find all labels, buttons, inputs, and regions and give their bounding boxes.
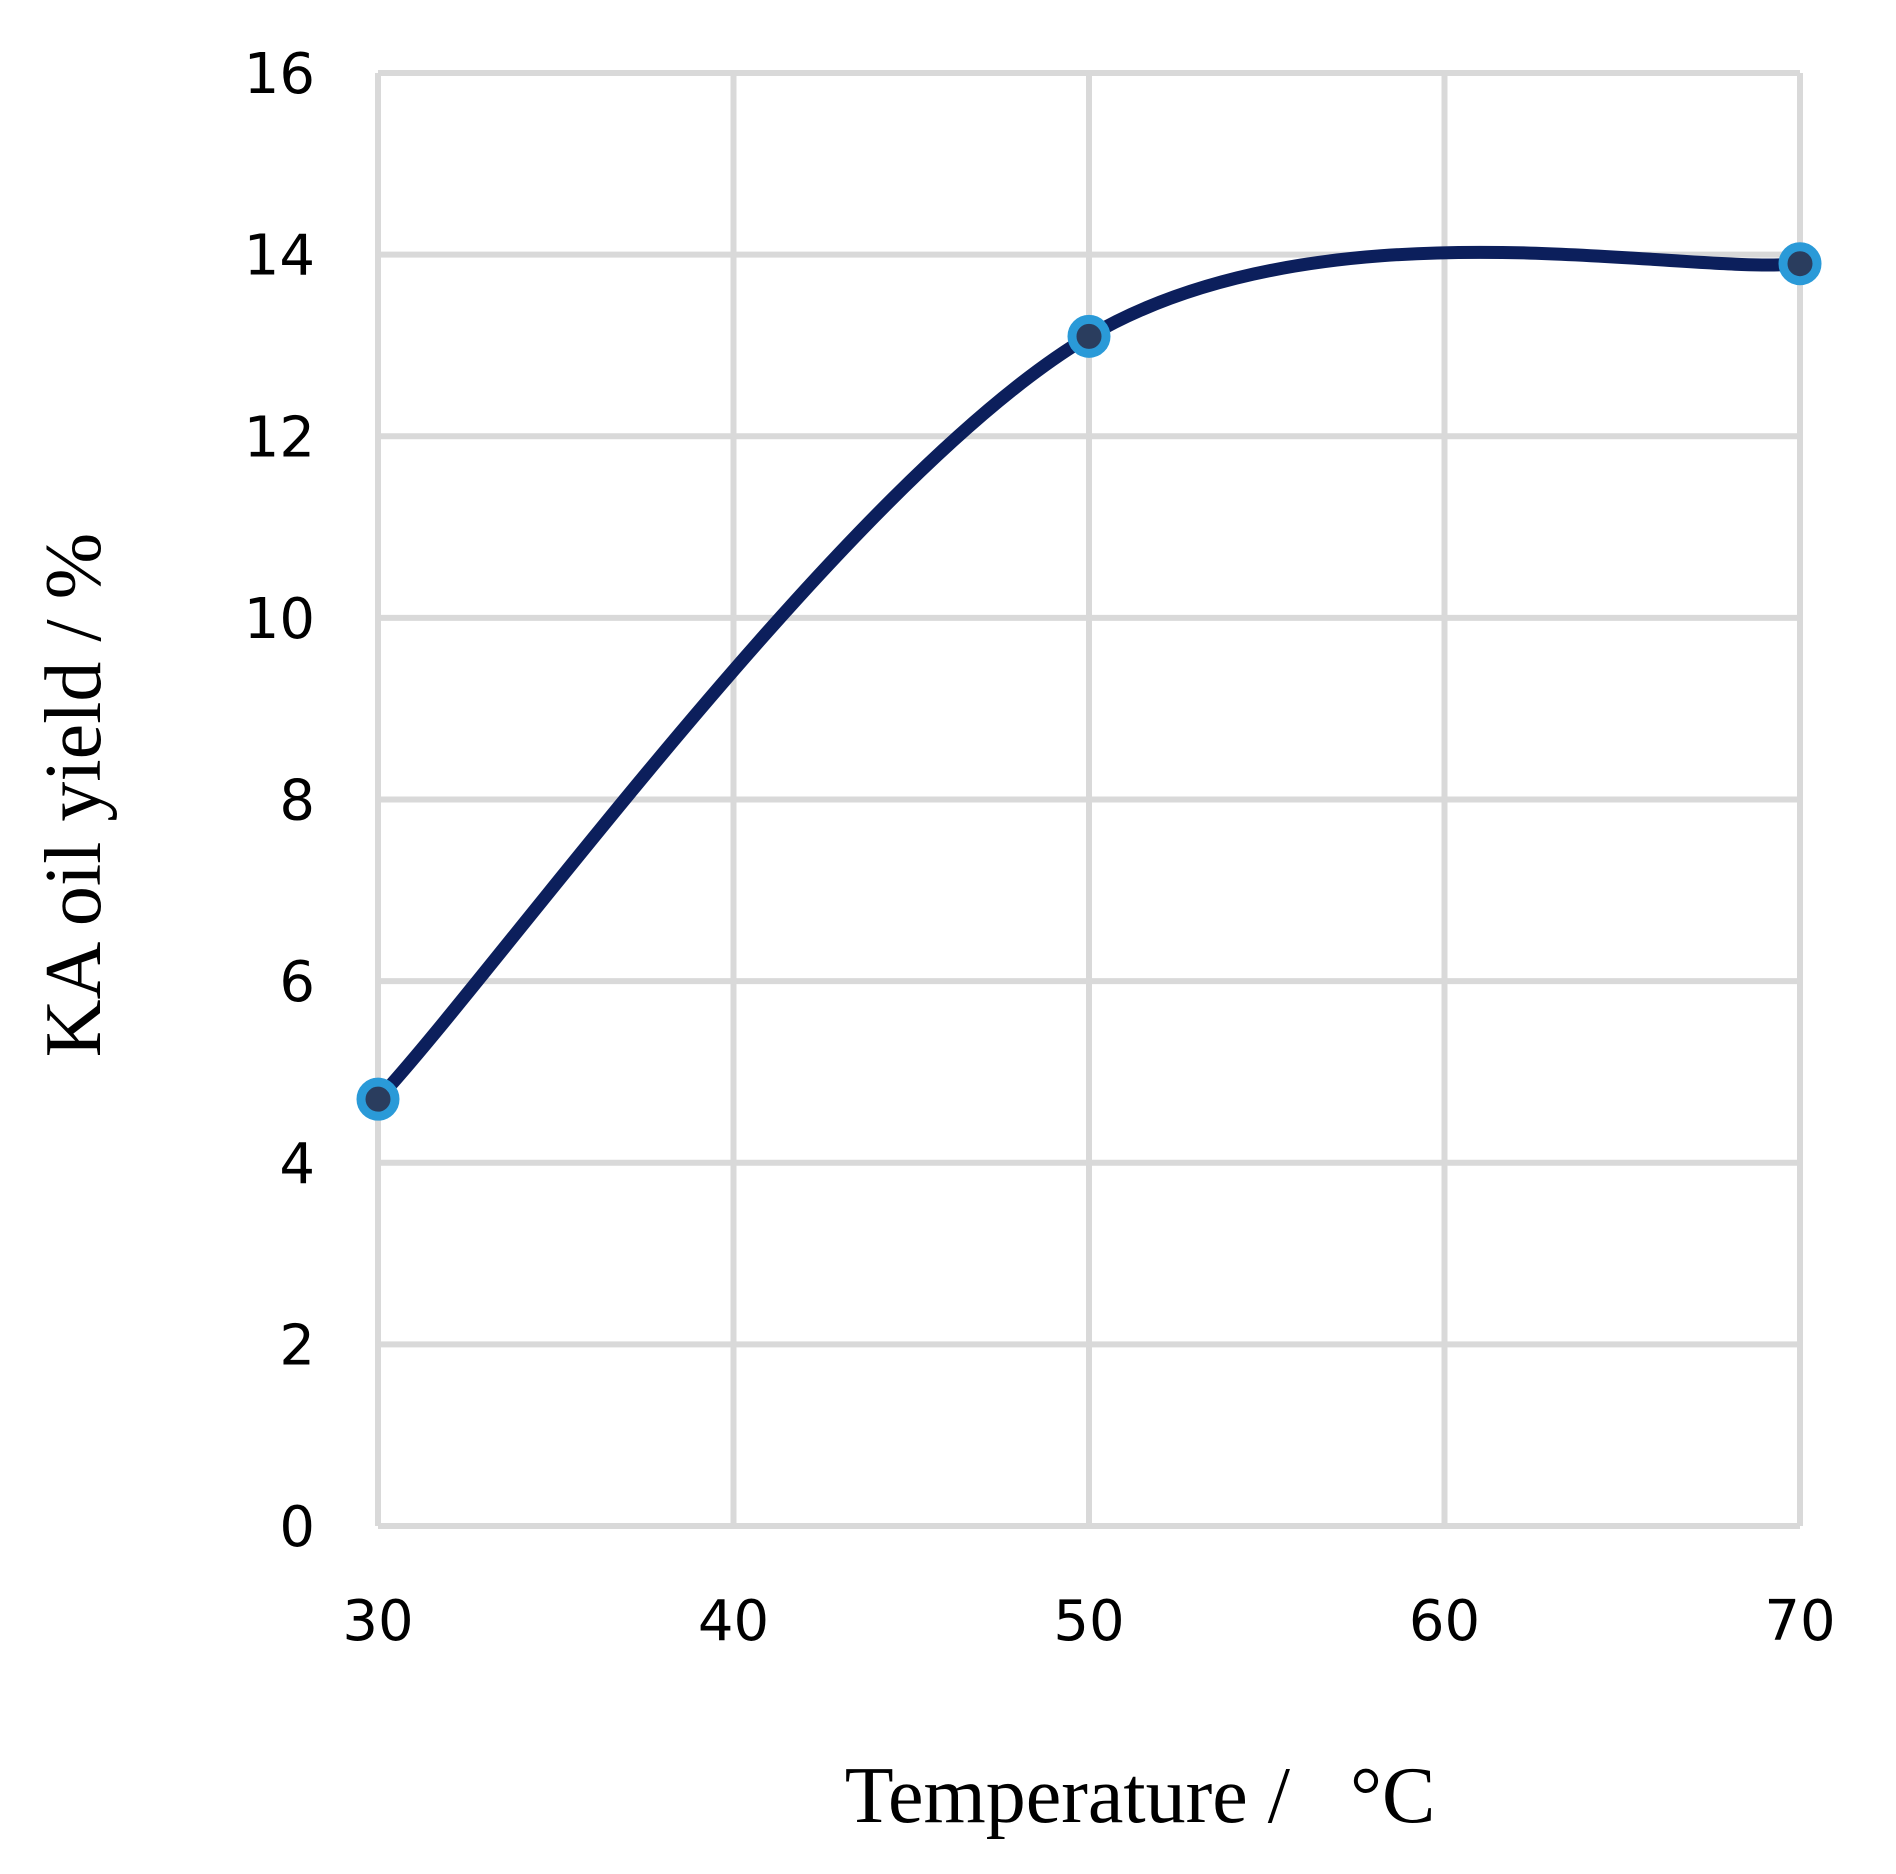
- y-axis-ticks: 0 2 4 6 8 10 12 14 16: [244, 42, 315, 1560]
- x-tick-label: 40: [698, 1589, 769, 1654]
- x-tick-label: 50: [1053, 1589, 1124, 1654]
- series-line: [371, 245, 1807, 1106]
- x-tick-label: 30: [342, 1589, 413, 1654]
- data-point-70: [1778, 242, 1822, 286]
- x-axis-label: Temperature / °C: [845, 1752, 1436, 1840]
- data-point-50: [1067, 314, 1111, 358]
- x-tick-label: 70: [1764, 1589, 1835, 1654]
- y-tick-label: 8: [279, 769, 315, 834]
- y-axis-label: KA oil yield / %: [30, 533, 118, 1057]
- y-tick-label: 16: [244, 42, 315, 107]
- y-tick-label: 0: [279, 1495, 315, 1560]
- grid-lines: [375, 70, 1803, 1529]
- series-layer: [356, 242, 1822, 1121]
- x-axis-ticks: 30 40 50 60 70: [342, 1589, 1835, 1654]
- y-tick-label: 10: [244, 587, 315, 652]
- y-tick-label: 12: [244, 405, 315, 470]
- data-point-30: [356, 1077, 400, 1121]
- y-tick-label: 6: [279, 950, 315, 1015]
- y-tick-label: 14: [244, 224, 315, 289]
- y-tick-label: 2: [279, 1313, 315, 1378]
- y-tick-label: 4: [279, 1132, 315, 1197]
- x-tick-label: 60: [1409, 1589, 1480, 1654]
